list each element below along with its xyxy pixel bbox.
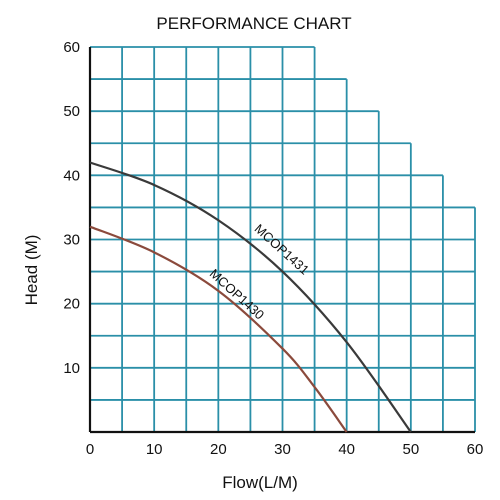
tick-labels: 0 10 20 30 40 50 60 10 20 30 40 50 60 <box>63 39 483 458</box>
chart-title: PERFORMANCE CHART <box>156 14 351 33</box>
grid <box>90 46 476 432</box>
y-tick-label-50: 50 <box>63 103 80 120</box>
x-tick-label-50: 50 <box>402 441 419 458</box>
series-line-mcop1431 <box>89 161 412 433</box>
y-tick-label-60: 60 <box>63 39 80 56</box>
y-tick-label-40: 40 <box>63 167 80 184</box>
series-line-mcop1430 <box>89 225 348 433</box>
x-tick-label-30: 30 <box>274 441 291 458</box>
x-tick-label-10: 10 <box>146 441 163 458</box>
x-tick-label-40: 40 <box>338 441 355 458</box>
y-tick-label-30: 30 <box>63 232 80 249</box>
x-tick-label-60: 60 <box>467 441 484 458</box>
x-tick-label-0: 0 <box>86 441 94 458</box>
y-axis-label: Head (M) <box>22 235 41 306</box>
x-tick-label-20: 20 <box>210 441 227 458</box>
x-axis-label: Flow(L/M) <box>222 473 298 492</box>
series-label-mcop1430: MCOP1430 <box>207 266 268 323</box>
y-tick-label-10: 10 <box>63 360 80 377</box>
y-tick-label-20: 20 <box>63 296 80 313</box>
